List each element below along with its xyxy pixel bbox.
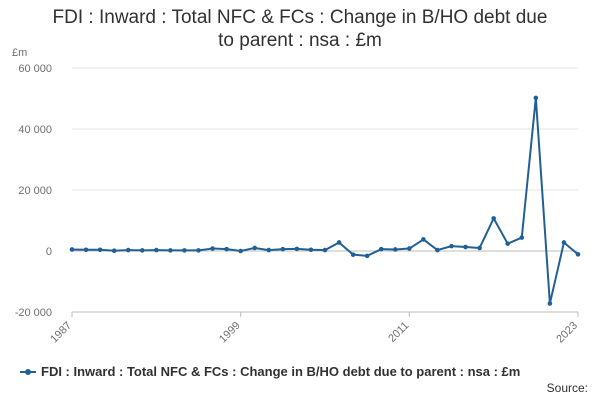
data-point[interactable] <box>378 246 384 252</box>
data-point[interactable] <box>238 248 243 254</box>
legend-line-icon <box>20 367 36 377</box>
grid-lines <box>72 67 578 313</box>
data-point[interactable] <box>308 247 314 253</box>
axes: -20 000 0 20 000 40 000 60 000 £m 1987 1999 2011… <box>12 47 580 345</box>
data-point[interactable] <box>505 241 511 246</box>
chart-title-line-2: to parent : nsa : £m <box>218 30 382 51</box>
data-point[interactable] <box>266 247 272 253</box>
y-tick-label: 40 000 <box>18 124 52 136</box>
data-point[interactable] <box>182 248 187 253</box>
data-point[interactable] <box>519 235 525 240</box>
data-point[interactable] <box>392 247 398 252</box>
data-point[interactable] <box>224 246 229 252</box>
data-point[interactable] <box>449 243 454 249</box>
data-point[interactable] <box>336 240 342 245</box>
data-point[interactable] <box>547 301 553 306</box>
y-tick-label: -20 000 <box>15 307 52 319</box>
y-tick-label: 20 000 <box>18 185 52 197</box>
data-point[interactable] <box>139 248 145 253</box>
data-point[interactable] <box>533 95 539 101</box>
data-point[interactable] <box>477 245 482 251</box>
data-point[interactable] <box>125 247 131 253</box>
y-axis-label: £m <box>12 47 27 59</box>
data-point[interactable] <box>210 246 215 251</box>
x-tick-label: 1999 <box>217 320 243 346</box>
x-tick-label: 2011 <box>386 320 411 345</box>
chart-title: FDI : Inward : Total NFC & FCs : Change … <box>0 6 600 52</box>
data-point[interactable] <box>364 253 370 259</box>
data-point[interactable] <box>350 252 356 257</box>
x-tick-label: 2023 <box>554 320 580 346</box>
data-point[interactable] <box>491 216 496 221</box>
data-point[interactable] <box>69 247 75 252</box>
data-point[interactable] <box>97 247 103 253</box>
data-point[interactable] <box>322 247 328 253</box>
data-point[interactable] <box>435 247 440 253</box>
data-point[interactable] <box>463 244 468 250</box>
data-point[interactable] <box>111 248 117 253</box>
data-point[interactable] <box>294 246 300 252</box>
x-tick-label: 1987 <box>48 320 74 346</box>
y-tick-label: 60 000 <box>18 63 52 75</box>
data-point[interactable] <box>575 252 581 257</box>
data-point[interactable] <box>280 246 286 252</box>
legend-label: FDI : Inward : Total NFC & FCs : Change … <box>41 364 521 379</box>
data-point[interactable] <box>168 248 173 253</box>
y-tick-label: 0 <box>46 246 52 258</box>
legend: FDI : Inward : Total NFC & FCs : Change … <box>20 364 520 379</box>
data-point[interactable] <box>252 245 258 251</box>
data-point[interactable] <box>83 247 89 253</box>
data-point[interactable] <box>421 237 426 242</box>
series-points <box>69 95 581 306</box>
data-point[interactable] <box>196 248 201 253</box>
data-point[interactable] <box>407 246 412 251</box>
data-point[interactable] <box>154 247 159 253</box>
data-point[interactable] <box>561 240 567 245</box>
chart-title-line-1: FDI : Inward : Total NFC & FCs : Change … <box>52 7 548 28</box>
source-label: Source: <box>546 381 588 395</box>
